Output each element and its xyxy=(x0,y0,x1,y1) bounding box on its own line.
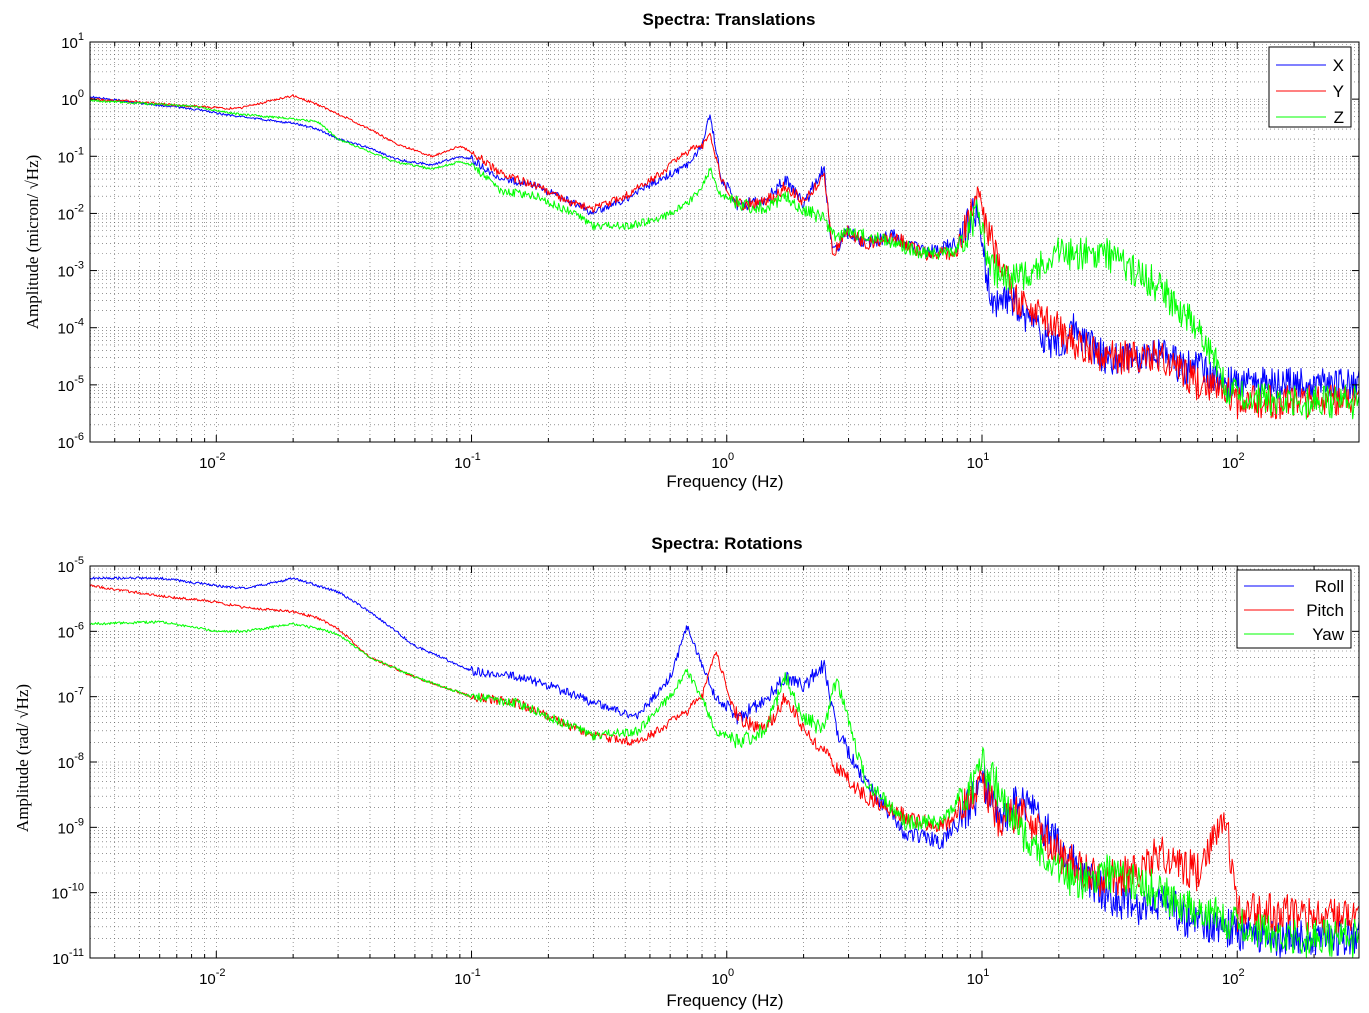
y-tick-label: 10-5 xyxy=(58,374,84,395)
y-tick-label: 10-6 xyxy=(58,620,84,641)
x-tick-label: 101 xyxy=(967,451,990,472)
x-tick-label: 10-2 xyxy=(199,967,225,988)
series-z-line xyxy=(89,99,1360,420)
y-tick-labels: 10-6 10-5 10-4 10-3 10-2 10-1 100 101 xyxy=(58,31,84,452)
grid xyxy=(90,41,1360,443)
y-tick-label: 10-7 xyxy=(58,686,84,707)
legend-label: X xyxy=(1333,56,1344,75)
translations-panel: Spectra: Translations 10-2 10-1 100 101 102 … xyxy=(23,10,1360,491)
x-axis-label: Frequency (Hz) xyxy=(666,991,783,1010)
legend-label: Z xyxy=(1334,108,1344,127)
y-tick-label: 100 xyxy=(61,88,84,109)
x-tick-label: 10-2 xyxy=(199,451,225,472)
y-tick-label: 101 xyxy=(61,31,84,52)
x-tick-label: 10-1 xyxy=(454,451,480,472)
y-tick-label: 10-4 xyxy=(58,317,84,338)
legend: XYZ xyxy=(1268,46,1352,128)
series-pitch-line xyxy=(89,584,1360,936)
x-axis-label: Frequency (Hz) xyxy=(666,472,783,491)
legend-label: Y xyxy=(1333,82,1344,101)
x-tick-labels: 10-2 10-1 100 101 102 xyxy=(199,967,1245,988)
series-y-line xyxy=(89,94,1360,420)
x-tick-labels: 10-2 10-1 100 101 102 xyxy=(199,451,1245,472)
legend-label: Yaw xyxy=(1312,625,1345,644)
legend: Roll Pitch Yaw xyxy=(1236,569,1352,649)
y-tick-label: 10-3 xyxy=(58,260,84,281)
legend-box xyxy=(1268,46,1352,128)
series-group xyxy=(89,576,1360,959)
y-tick-label: 10-6 xyxy=(58,431,84,452)
series-group xyxy=(89,94,1360,420)
x-tick-label: 100 xyxy=(711,451,734,472)
x-tick-label: 10-1 xyxy=(454,967,480,988)
y-tick-labels: 10-11 10-10 10-9 10-8 10-7 10-6 10-5 xyxy=(51,555,84,968)
grid xyxy=(90,565,1360,959)
x-tick-label: 101 xyxy=(967,967,990,988)
rotations-panel: Spectra: Rotations 10-2 10-1 100 101 102 10-… xyxy=(13,534,1360,1010)
y-tick-label: 10-10 xyxy=(51,882,84,903)
y-tick-label: 10-5 xyxy=(58,555,84,576)
y-tick-label: 10-11 xyxy=(52,947,84,968)
tick-marks xyxy=(90,565,1360,959)
chart-title: Spectra: Rotations xyxy=(651,534,802,553)
x-tick-label: 100 xyxy=(711,967,734,988)
x-tick-label: 102 xyxy=(1222,967,1245,988)
legend-label: Roll xyxy=(1315,577,1344,596)
x-tick-label: 102 xyxy=(1222,451,1245,472)
series-yaw-line xyxy=(89,620,1360,959)
plot-area xyxy=(89,41,1360,443)
legend-box xyxy=(1236,569,1352,649)
legend-label: Pitch xyxy=(1306,601,1344,620)
y-tick-label: 10-8 xyxy=(58,751,84,772)
y-tick-label: 10-1 xyxy=(58,145,84,166)
y-axis-label: Amplitude (micron/ √Hz) xyxy=(23,155,42,330)
chart-title: Spectra: Translations xyxy=(643,10,816,29)
y-axis-label: Amplitude (rad/ √Hz) xyxy=(13,684,32,832)
series-roll-line xyxy=(89,576,1360,958)
tick-marks xyxy=(90,41,1360,443)
y-tick-label: 10-2 xyxy=(58,202,84,223)
y-tick-label: 10-9 xyxy=(58,816,84,837)
